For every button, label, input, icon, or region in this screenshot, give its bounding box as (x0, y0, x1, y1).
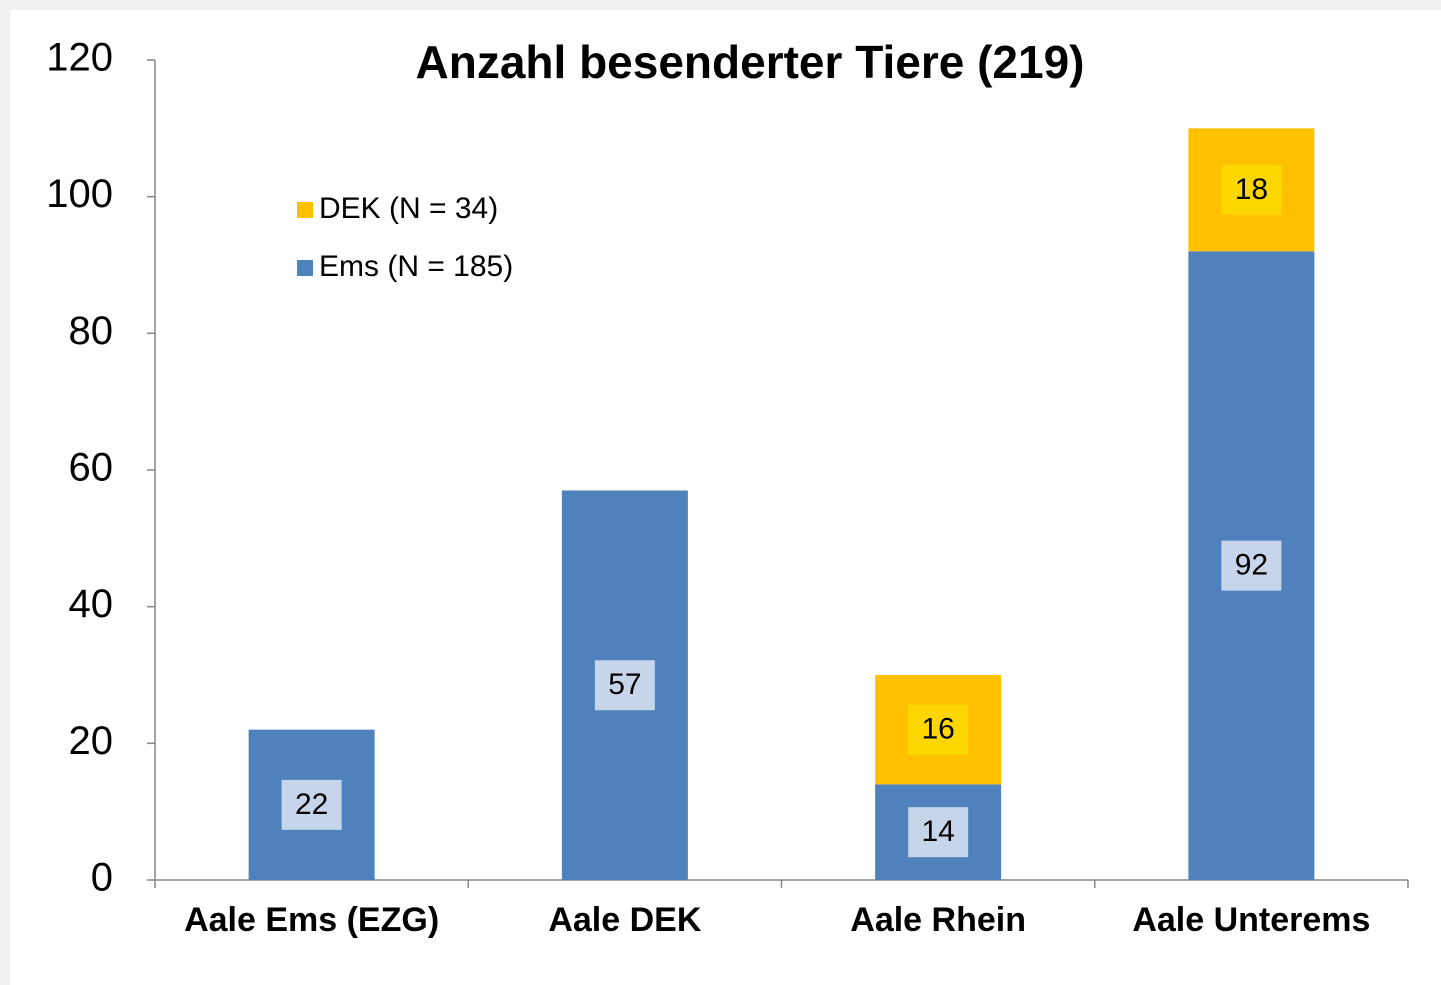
data-label-box (1221, 164, 1282, 215)
chart-title: Anzahl besenderter Tiere (219) (416, 36, 1085, 88)
data-label: 57 (608, 668, 641, 701)
data-label-box (1221, 540, 1282, 591)
y-tick-label: 0 (91, 856, 113, 900)
y-tick-label: 100 (46, 172, 113, 216)
y-tick-label: 40 (69, 582, 114, 626)
x-tick-label: Aale Ems (EZG) (184, 901, 439, 939)
x-tick-label: Aale DEK (548, 901, 701, 939)
y-tick-label: 20 (69, 719, 114, 763)
data-label: 16 (921, 713, 954, 746)
y-tick-label: 60 (69, 446, 114, 490)
data-label-box (908, 807, 969, 858)
data-label-box (281, 779, 342, 830)
legend-label: DEK (N = 34) (319, 192, 498, 225)
data-label-box (908, 704, 969, 755)
data-label: 92 (1235, 549, 1268, 582)
data-label: 18 (1235, 173, 1268, 206)
x-tick-label: Aale Unterems (1132, 901, 1370, 939)
data-label: 14 (921, 815, 954, 848)
data-label: 22 (295, 788, 328, 821)
legend-swatch (297, 260, 313, 276)
data-label-box (594, 660, 655, 711)
y-tick-label: 120 (46, 36, 113, 80)
legend-label: Ems (N = 185) (319, 250, 513, 283)
x-tick-label: Aale Rhein (850, 901, 1026, 939)
y-tick-label: 80 (69, 309, 114, 353)
legend-swatch (297, 202, 313, 218)
